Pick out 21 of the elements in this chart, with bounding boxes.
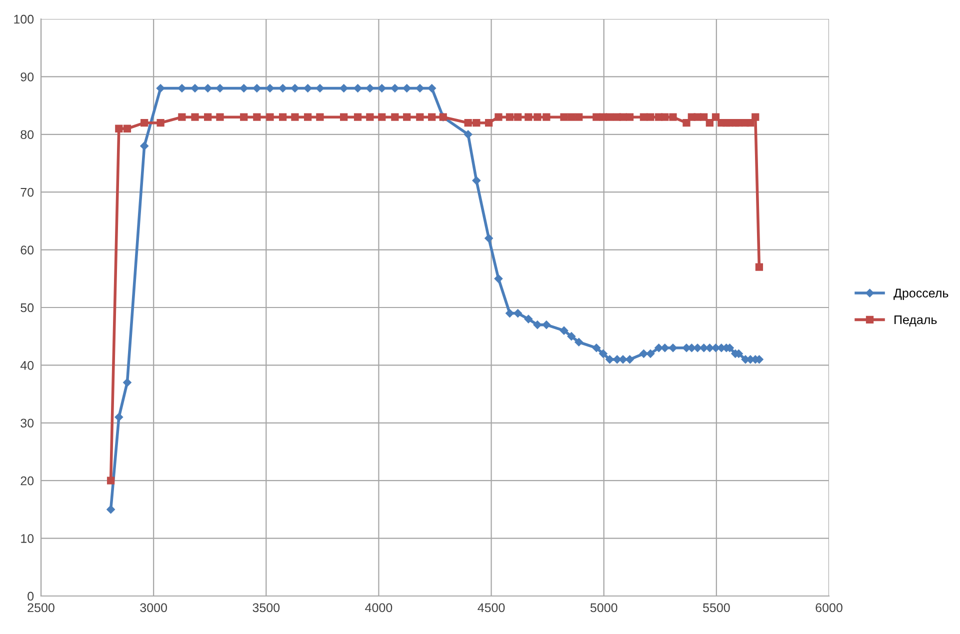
x-tick-label: 6000 xyxy=(816,603,842,612)
y-tick-label: 80 xyxy=(20,130,34,140)
y-tick-label: 0 xyxy=(28,592,34,601)
x-tick-label: 2500 xyxy=(28,603,54,612)
y-tick-label: 50 xyxy=(20,303,34,312)
y-tick-label: 100 xyxy=(14,14,34,24)
y-tick-label: 70 xyxy=(20,188,34,197)
y-tick-label: 90 xyxy=(20,72,34,82)
y-tick-label: 10 xyxy=(21,534,34,543)
x-tick-label: 3000 xyxy=(140,603,167,612)
y-tick-label: 60 xyxy=(20,246,34,254)
x-tick-label: 3500 xyxy=(252,603,280,612)
y-tick-label: 40 xyxy=(20,361,34,370)
x-tick-label: 5000 xyxy=(590,603,618,612)
legend-label: Дроссель xyxy=(894,288,948,300)
y-tick-label: 30 xyxy=(20,418,34,428)
x-tick-label: 4500 xyxy=(478,603,505,612)
y-tick-label: 20 xyxy=(20,476,34,486)
legend-label: Педаль xyxy=(894,315,937,327)
x-tick-label: 4000 xyxy=(365,603,392,612)
x-tick-label: 5500 xyxy=(703,603,730,612)
